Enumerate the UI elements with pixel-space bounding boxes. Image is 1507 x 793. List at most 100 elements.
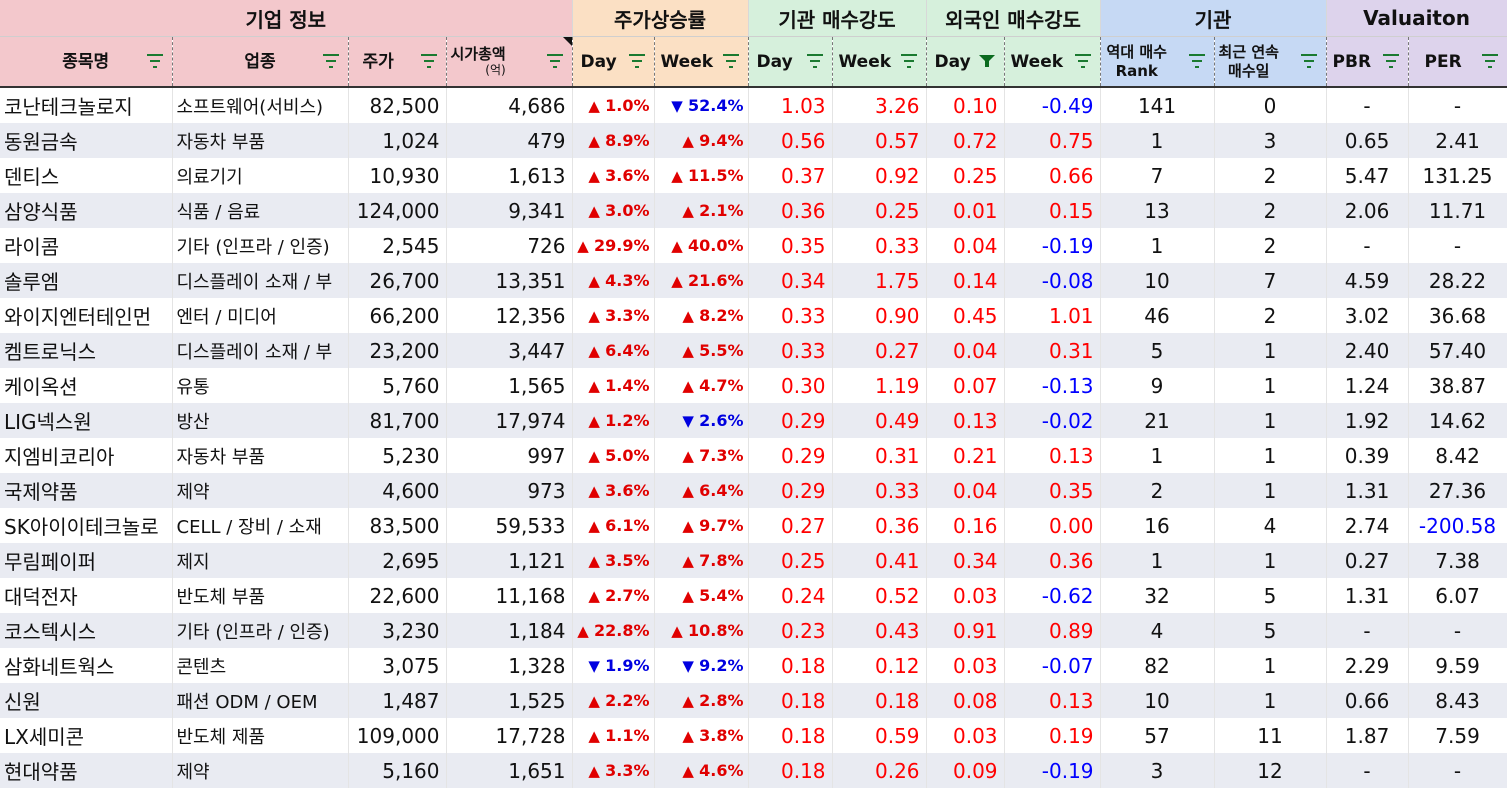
cell-pbr[interactable]: 1.31 bbox=[1326, 578, 1409, 613]
cell-buy-rank[interactable]: 141 bbox=[1100, 87, 1215, 123]
cell-per[interactable]: 28.22 bbox=[1408, 263, 1507, 298]
table-row[interactable]: 솔루엠 디스플레이 소재 / 부 26,700 13,351 ▲ 4.3% ▲ 21.6%… bbox=[0, 263, 1507, 298]
cell-price[interactable]: 82,500 bbox=[348, 87, 447, 123]
cell-foreign-week[interactable]: 1.01 bbox=[1004, 298, 1101, 333]
cell-market-cap[interactable]: 1,121 bbox=[446, 543, 573, 578]
cell-return-day[interactable]: ▲ 2.7% bbox=[572, 578, 655, 613]
table-row[interactable]: 와이지엔터테인먼 엔터 / 미디어 66,200 12,356 ▲ 3.3% ▲ 8.2%… bbox=[0, 298, 1507, 333]
filter-dropdown-icon[interactable] bbox=[722, 54, 740, 68]
cell-price[interactable]: 109,000 bbox=[348, 718, 447, 753]
cell-foreign-week[interactable]: -0.13 bbox=[1004, 368, 1101, 403]
cell-sector[interactable]: 제약 bbox=[172, 753, 349, 788]
cell-foreign-day[interactable]: 0.07 bbox=[926, 368, 1005, 403]
cell-return-day[interactable]: ▲ 22.8% bbox=[572, 613, 655, 648]
cell-per[interactable]: - bbox=[1408, 613, 1507, 648]
cell-pbr[interactable]: - bbox=[1326, 753, 1409, 788]
cell-buy-streak[interactable]: 0 bbox=[1214, 87, 1327, 123]
cell-per[interactable]: 57.40 bbox=[1408, 333, 1507, 368]
cell-return-week[interactable]: ▲ 4.6% bbox=[654, 753, 749, 788]
cell-sector[interactable]: 반도체 제품 bbox=[172, 718, 349, 753]
cell-per[interactable]: -200.58 bbox=[1408, 508, 1507, 543]
cell-price[interactable]: 2,695 bbox=[348, 543, 447, 578]
cell-foreign-day[interactable]: 0.72 bbox=[926, 123, 1005, 158]
cell-return-day[interactable]: ▲ 1.0% bbox=[572, 87, 655, 123]
cell-name[interactable]: 와이지엔터테인먼 bbox=[0, 298, 173, 333]
cell-price[interactable]: 10,930 bbox=[348, 158, 447, 193]
col-per[interactable]: PER bbox=[1408, 36, 1507, 88]
cell-name[interactable]: 삼화네트웍스 bbox=[0, 648, 173, 683]
cell-market-cap[interactable]: 12,356 bbox=[446, 298, 573, 333]
cell-price[interactable]: 124,000 bbox=[348, 193, 447, 228]
cell-sector[interactable]: 제약 bbox=[172, 473, 349, 508]
cell-return-week[interactable]: ▲ 4.7% bbox=[654, 368, 749, 403]
cell-foreign-week[interactable]: 0.15 bbox=[1004, 193, 1101, 228]
cell-inst-week[interactable]: 0.33 bbox=[832, 473, 927, 508]
cell-return-week[interactable]: ▲ 11.5% bbox=[654, 158, 749, 193]
cell-per[interactable]: 38.87 bbox=[1408, 368, 1507, 403]
col-return-week[interactable]: Week bbox=[654, 36, 749, 88]
filter-dropdown-icon[interactable] bbox=[1188, 54, 1206, 68]
cell-price[interactable]: 81,700 bbox=[348, 403, 447, 438]
cell-buy-streak[interactable]: 4 bbox=[1214, 508, 1327, 543]
cell-inst-day[interactable]: 0.35 bbox=[748, 228, 833, 263]
cell-price[interactable]: 1,487 bbox=[348, 683, 447, 718]
cell-buy-rank[interactable]: 46 bbox=[1100, 298, 1215, 333]
cell-market-cap[interactable]: 726 bbox=[446, 228, 573, 263]
filter-dropdown-icon[interactable] bbox=[1382, 54, 1400, 68]
col-buy-rank[interactable]: 역대 매수 Rank bbox=[1100, 36, 1215, 88]
cell-foreign-day[interactable]: 0.08 bbox=[926, 683, 1005, 718]
cell-per[interactable]: 7.59 bbox=[1408, 718, 1507, 753]
cell-market-cap[interactable]: 997 bbox=[446, 438, 573, 473]
cell-price[interactable]: 5,230 bbox=[348, 438, 447, 473]
cell-return-day[interactable]: ▲ 1.4% bbox=[572, 368, 655, 403]
cell-return-day[interactable]: ▲ 1.2% bbox=[572, 403, 655, 438]
table-row[interactable]: 켐트로닉스 디스플레이 소재 / 부 23,200 3,447 ▲ 6.4% ▲ 5.5%… bbox=[0, 333, 1507, 368]
cell-buy-streak[interactable]: 5 bbox=[1214, 578, 1327, 613]
cell-inst-day[interactable]: 0.34 bbox=[748, 263, 833, 298]
cell-pbr[interactable]: - bbox=[1326, 87, 1409, 123]
cell-foreign-week[interactable]: -0.49 bbox=[1004, 87, 1101, 123]
cell-sector[interactable]: CELL / 장비 / 소재 bbox=[172, 508, 349, 543]
cell-return-week[interactable]: ▲ 3.8% bbox=[654, 718, 749, 753]
cell-pbr[interactable]: 5.47 bbox=[1326, 158, 1409, 193]
cell-return-day[interactable]: ▲ 3.3% bbox=[572, 753, 655, 788]
col-name[interactable]: 종목명 bbox=[0, 36, 173, 88]
cell-inst-day[interactable]: 0.18 bbox=[748, 683, 833, 718]
cell-inst-week[interactable]: 0.49 bbox=[832, 403, 927, 438]
cell-foreign-day[interactable]: 0.09 bbox=[926, 753, 1005, 788]
cell-market-cap[interactable]: 1,525 bbox=[446, 683, 573, 718]
cell-buy-streak[interactable]: 1 bbox=[1214, 438, 1327, 473]
cell-name[interactable]: 코난테크놀로지 bbox=[0, 87, 173, 123]
cell-inst-week[interactable]: 0.57 bbox=[832, 123, 927, 158]
cell-pbr[interactable]: 3.02 bbox=[1326, 298, 1409, 333]
cell-foreign-week[interactable]: 0.31 bbox=[1004, 333, 1101, 368]
cell-price[interactable]: 3,230 bbox=[348, 613, 447, 648]
cell-return-week[interactable]: ▲ 21.6% bbox=[654, 263, 749, 298]
cell-price[interactable]: 1,024 bbox=[348, 123, 447, 158]
cell-pbr[interactable]: - bbox=[1326, 613, 1409, 648]
cell-inst-week[interactable]: 0.26 bbox=[832, 753, 927, 788]
cell-foreign-day[interactable]: 0.45 bbox=[926, 298, 1005, 333]
cell-foreign-day[interactable]: 0.13 bbox=[926, 403, 1005, 438]
cell-foreign-day[interactable]: 0.04 bbox=[926, 473, 1005, 508]
cell-pbr[interactable]: 0.27 bbox=[1326, 543, 1409, 578]
cell-name[interactable]: 케이옥션 bbox=[0, 368, 173, 403]
filter-dropdown-icon[interactable] bbox=[146, 54, 164, 68]
cell-pbr[interactable]: 2.29 bbox=[1326, 648, 1409, 683]
cell-foreign-day[interactable]: 0.16 bbox=[926, 508, 1005, 543]
cell-per[interactable]: 7.38 bbox=[1408, 543, 1507, 578]
cell-pbr[interactable]: 2.40 bbox=[1326, 333, 1409, 368]
table-row[interactable]: SK아이이테크놀로 CELL / 장비 / 소재 83,500 59,533 ▲ 6.1… bbox=[0, 508, 1507, 543]
cell-return-day[interactable]: ▼ 1.9% bbox=[572, 648, 655, 683]
cell-per[interactable]: 36.68 bbox=[1408, 298, 1507, 333]
cell-return-day[interactable]: ▲ 3.3% bbox=[572, 298, 655, 333]
cell-inst-day[interactable]: 0.29 bbox=[748, 473, 833, 508]
cell-foreign-week[interactable]: 0.13 bbox=[1004, 438, 1101, 473]
cell-buy-streak[interactable]: 7 bbox=[1214, 263, 1327, 298]
cell-market-cap[interactable]: 9,341 bbox=[446, 193, 573, 228]
cell-return-day[interactable]: ▲ 1.1% bbox=[572, 718, 655, 753]
cell-market-cap[interactable]: 1,565 bbox=[446, 368, 573, 403]
cell-return-week[interactable]: ▲ 2.1% bbox=[654, 193, 749, 228]
cell-foreign-week[interactable]: -0.02 bbox=[1004, 403, 1101, 438]
cell-name[interactable]: 켐트로닉스 bbox=[0, 333, 173, 368]
